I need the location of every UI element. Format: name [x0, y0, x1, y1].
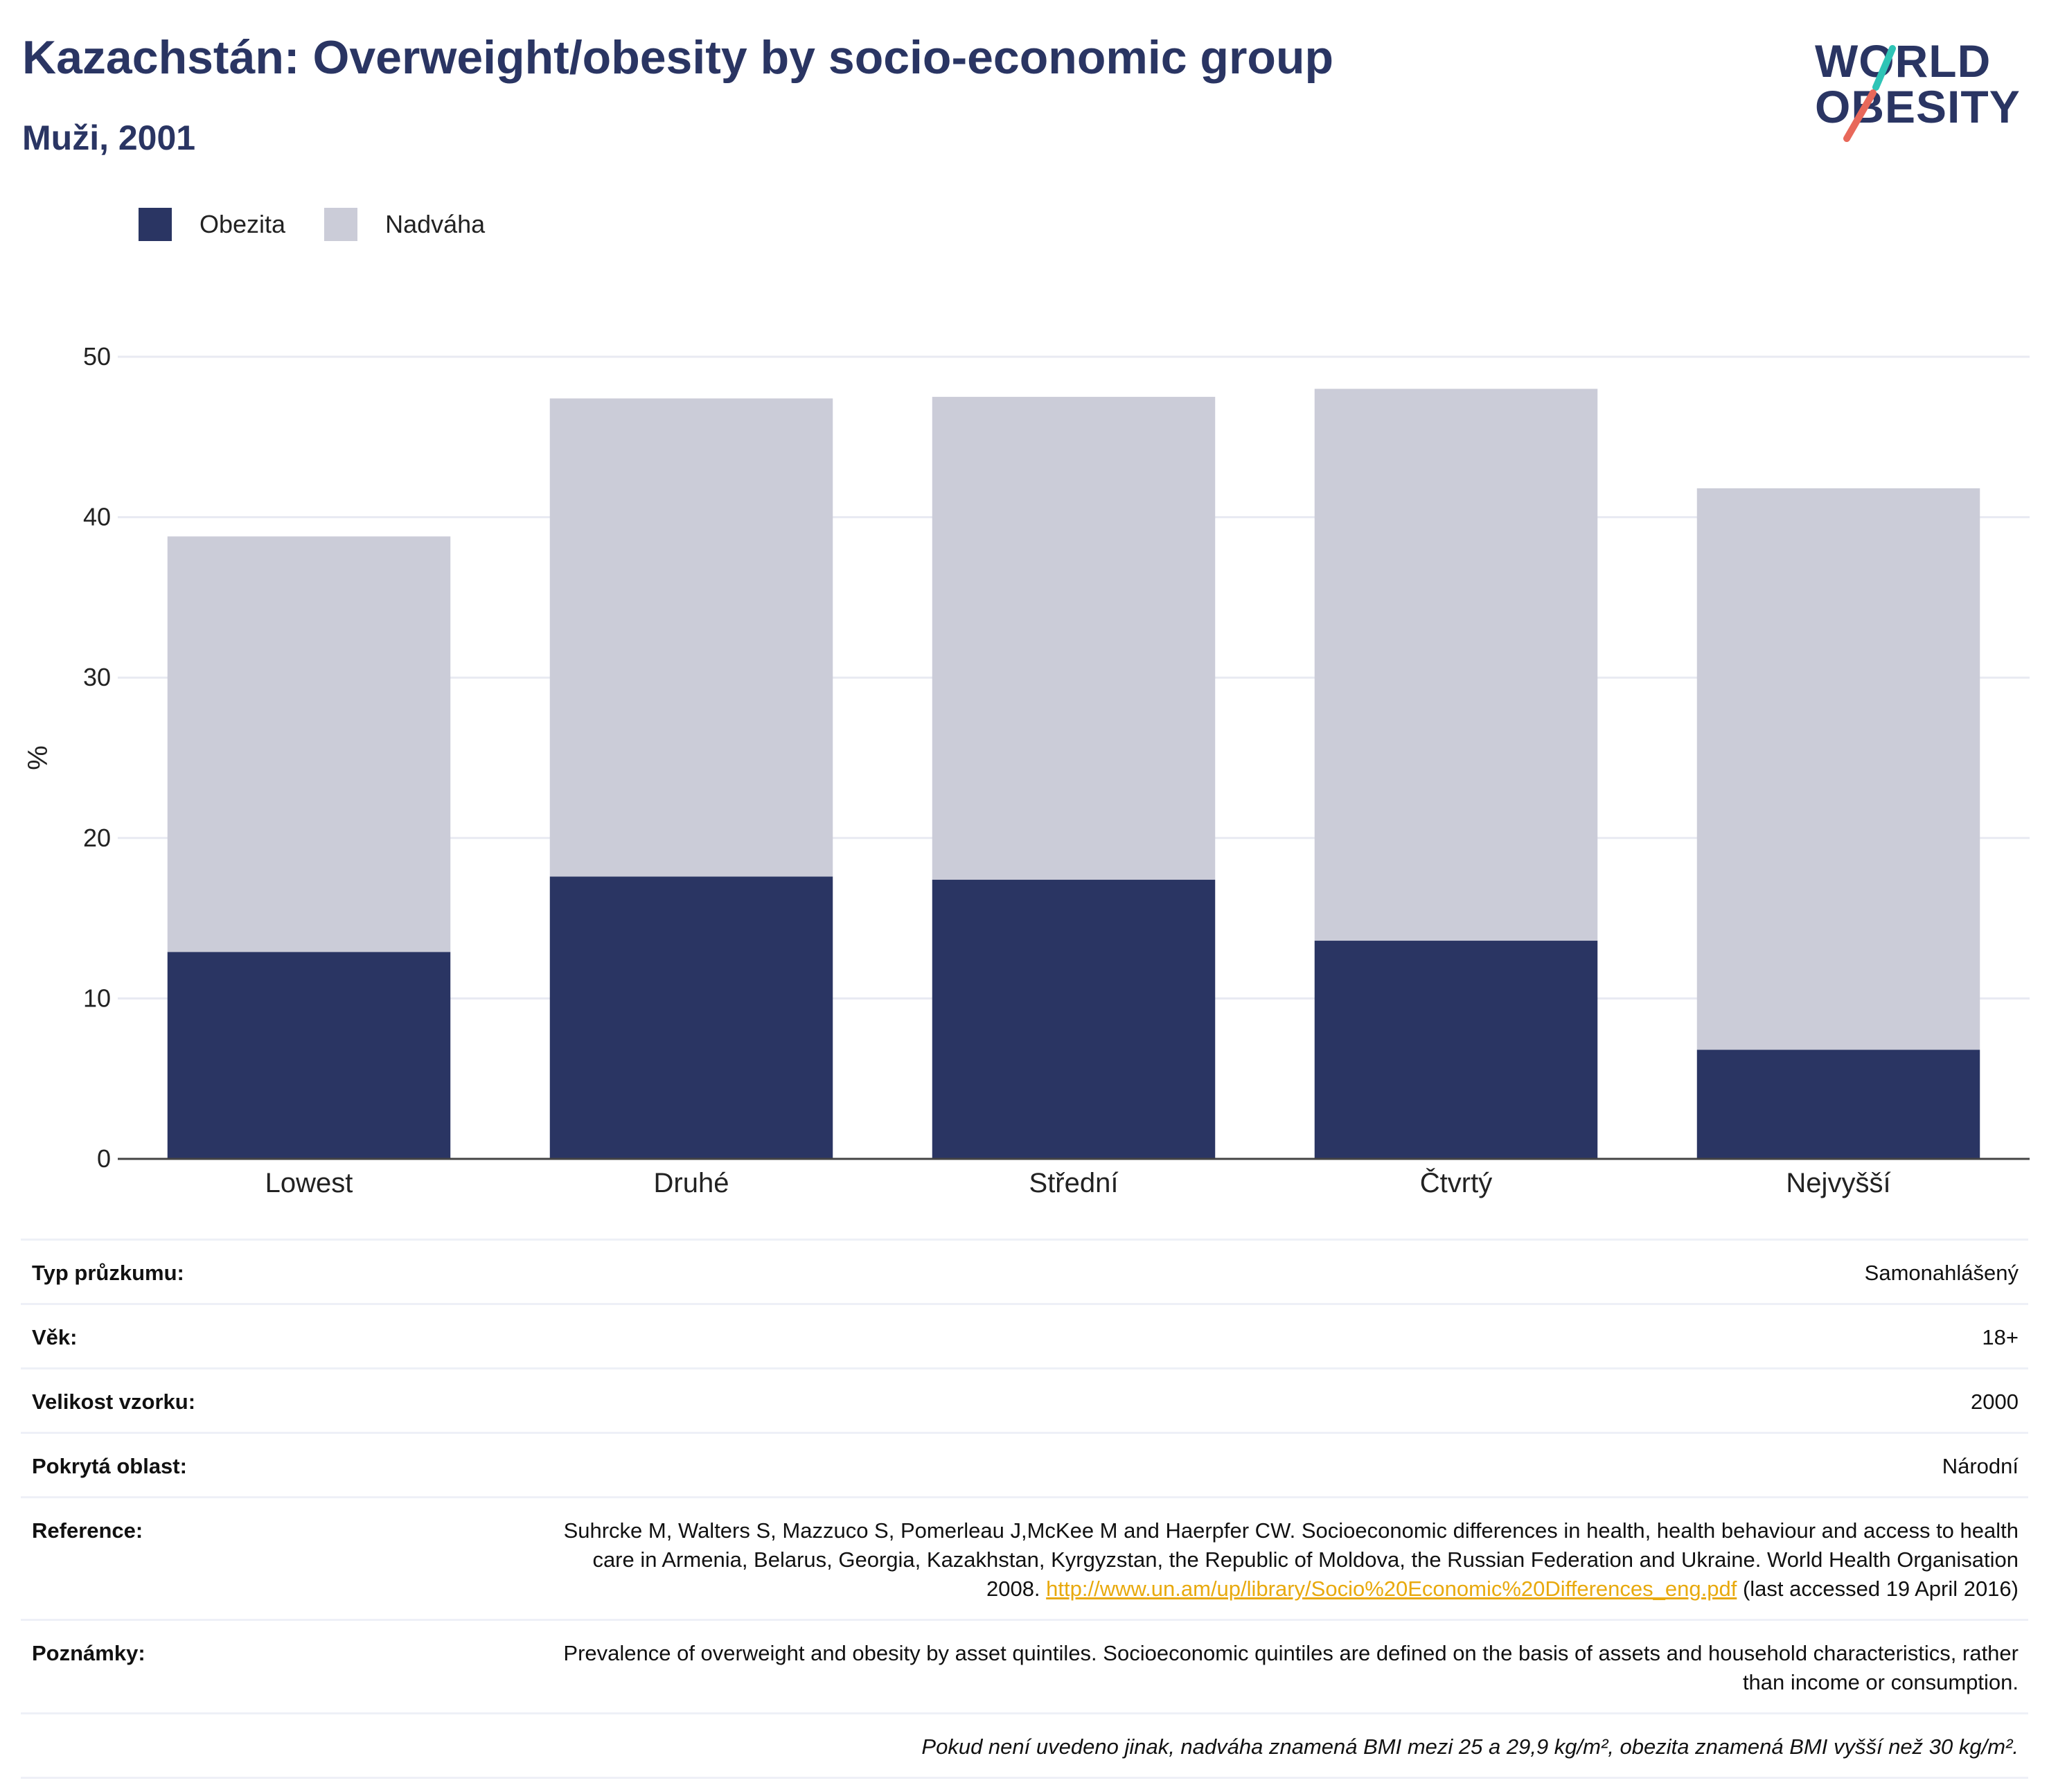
- x-tick-label: Druhé: [654, 1168, 729, 1198]
- chart-subtitle: Muži, 2001: [22, 118, 196, 157]
- info-value-area: Národní: [1942, 1454, 2019, 1478]
- info-value-sample-size: 2000: [1971, 1390, 2019, 1414]
- bar-overweight: [1696, 488, 1980, 1050]
- y-tick-label: 20: [83, 824, 111, 852]
- x-tick-label: Lowest: [265, 1168, 353, 1198]
- info-key-area: Pokrytá oblast:: [32, 1454, 187, 1478]
- info-value-age: 18+: [1982, 1325, 2019, 1349]
- reference-accessed-text: (last accessed 19 April 2016): [1742, 1577, 2019, 1601]
- info-value-survey-type: Samonahlášený: [1864, 1261, 2019, 1285]
- legend-label-obesity: Obezita: [199, 210, 286, 238]
- bar-overweight: [549, 398, 833, 877]
- legend-swatch-overweight: [324, 208, 358, 241]
- bar-obesity: [1696, 1049, 1980, 1159]
- info-key-age: Věk:: [32, 1325, 78, 1349]
- bar-obesity: [167, 952, 451, 1159]
- bar-obesity: [1314, 941, 1598, 1159]
- reference-link[interactable]: http://www.un.am/up/library/Socio%20Econ…: [1046, 1577, 1737, 1601]
- logo-text-obesity: OBESITY: [1815, 81, 2021, 132]
- info-key-survey-type: Typ průzkumu:: [32, 1261, 184, 1285]
- logo-slash-icon: [1843, 45, 1896, 142]
- chart-title: Kazachstán: Overweight/obesity by socio-…: [22, 31, 1334, 84]
- legend-swatch-obesity: [139, 208, 172, 241]
- info-row-reference: Reference: Suhrcke M, Walters S, Mazzuco…: [21, 1498, 2028, 1621]
- y-tick-label: 30: [83, 663, 111, 691]
- bar-overweight: [1314, 389, 1598, 941]
- x-tick-label: Nejvyšší: [1786, 1168, 1890, 1198]
- info-value-reference: Suhrcke M, Walters S, Mazzuco S, Pomerle…: [557, 1516, 2019, 1604]
- survey-info-table: Typ průzkumu: Samonahlášený Věk: 18+ Vel…: [21, 1239, 2028, 1779]
- info-row-area: Pokrytá oblast: Národní: [21, 1434, 2028, 1498]
- info-row-survey-type: Typ průzkumu: Samonahlášený: [21, 1241, 2028, 1305]
- bar-overweight: [167, 536, 451, 952]
- info-footnote: Pokud není uvedeno jinak, nadváha znamen…: [21, 1714, 2028, 1779]
- reference-text: Suhrcke M, Walters S, Mazzuco S, Pomerle…: [563, 1518, 2019, 1601]
- info-row-age: Věk: 18+: [21, 1305, 2028, 1369]
- y-tick-label: 10: [83, 984, 111, 1012]
- y-tick-label: 0: [97, 1144, 111, 1173]
- stacked-bar-chart: 0 10 20 30 40 50% Lowest Druhé Střední Čtvrtý Nejv…: [23, 342, 2030, 1198]
- bar-obesity: [932, 880, 1216, 1159]
- info-row-sample-size: Velikost vzorku: 2000: [21, 1369, 2028, 1434]
- y-tick-label: 50: [83, 342, 111, 371]
- info-key-reference: Reference:: [32, 1518, 143, 1543]
- y-axis-title: %: [23, 745, 53, 770]
- info-value-notes: Prevalence of overweight and obesity by …: [563, 1641, 2019, 1694]
- info-key-sample-size: Velikost vzorku:: [32, 1390, 196, 1414]
- x-tick-label: Čtvrtý: [1420, 1167, 1492, 1198]
- y-tick-label: 40: [83, 503, 111, 531]
- chart-legend: Obezita Nadváha: [139, 205, 524, 244]
- info-row-notes: Poznámky: Prevalence of overweight and o…: [21, 1621, 2028, 1714]
- bar-overweight: [932, 396, 1216, 880]
- legend-item-overweight[interactable]: Nadváha: [324, 208, 485, 241]
- logo-text-world: WORLD: [1815, 35, 1992, 87]
- bar-obesity: [549, 876, 833, 1159]
- legend-label-overweight: Nadváha: [385, 210, 486, 238]
- footnote-text: Pokud není uvedeno jinak, nadváha znamen…: [921, 1735, 2019, 1759]
- world-obesity-logo[interactable]: WORLD OBESITY: [1815, 21, 2037, 145]
- legend-item-obesity[interactable]: Obezita: [139, 208, 285, 241]
- x-tick-label: Střední: [1029, 1168, 1119, 1198]
- info-key-notes: Poznámky:: [32, 1641, 145, 1665]
